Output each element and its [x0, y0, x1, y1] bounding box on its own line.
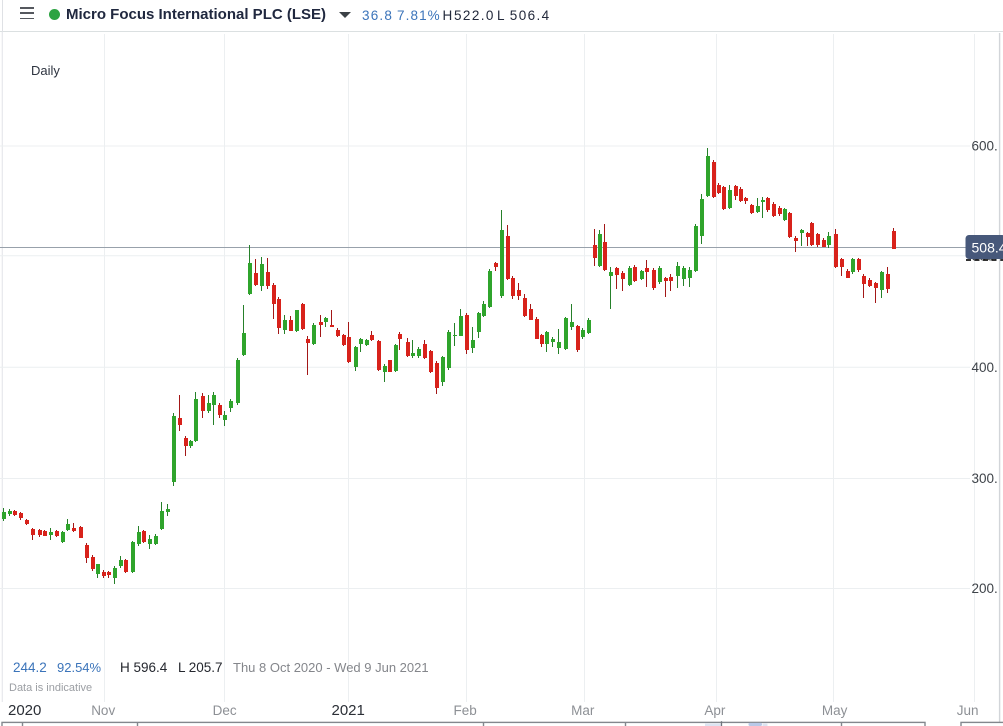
svg-text:600.: 600.: [972, 139, 998, 154]
svg-text:508.4: 508.4: [972, 239, 1003, 255]
svg-text:300.: 300.: [972, 471, 998, 486]
svg-text:200.: 200.: [972, 581, 998, 596]
svg-text:400.: 400.: [972, 360, 998, 375]
